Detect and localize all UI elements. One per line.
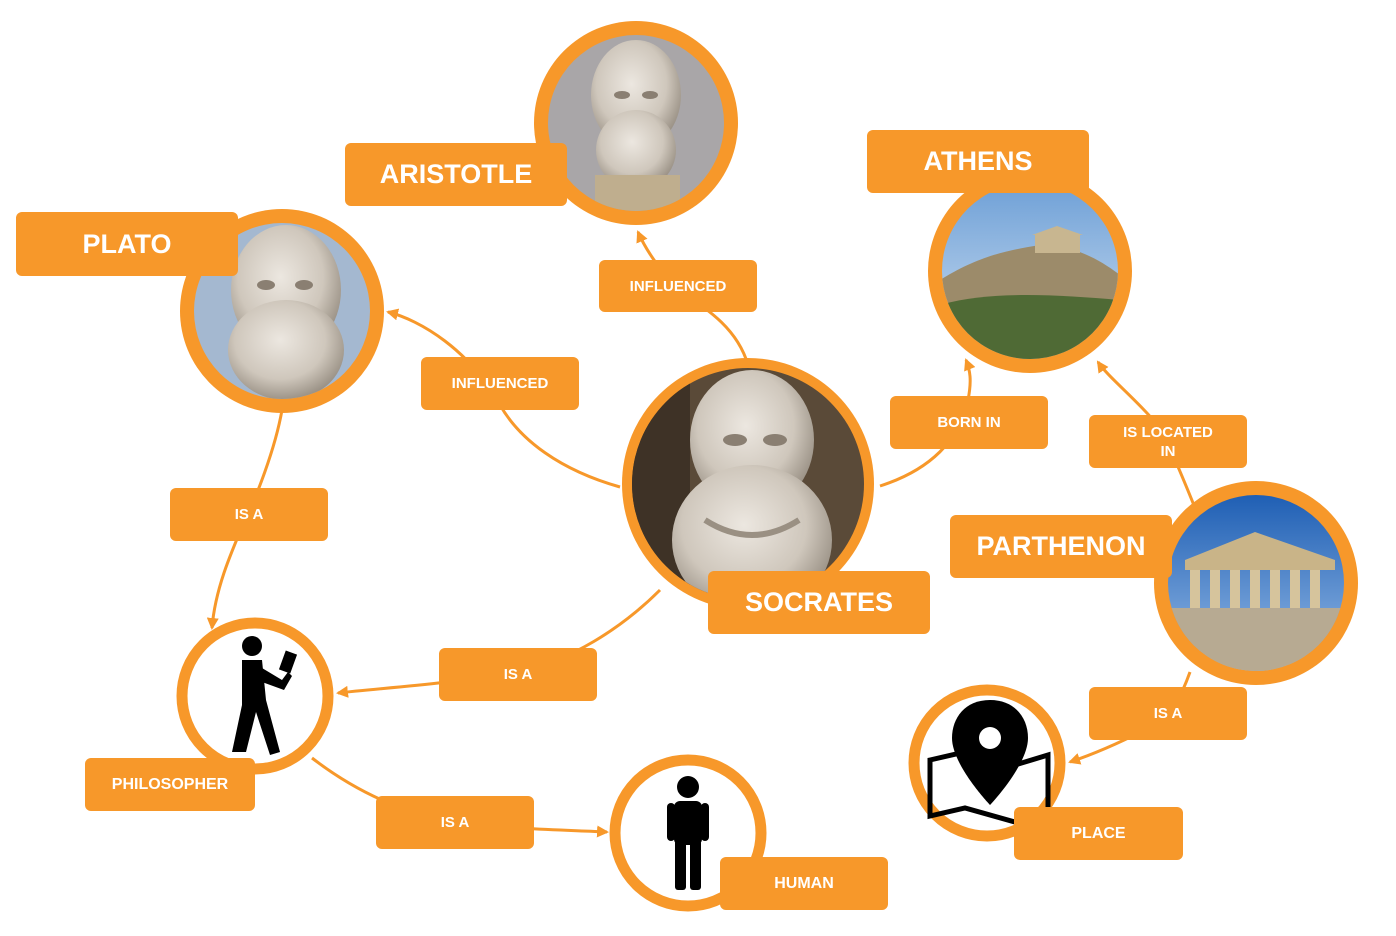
athens-node[interactable] (928, 169, 1132, 373)
edge-label-socrates-plato: INFLUENCED (421, 357, 579, 410)
philosopher-label[interactable]: PHILOSOPHER (85, 758, 255, 811)
place-label[interactable]: PLACE (1014, 807, 1183, 860)
aristotle-node[interactable] (534, 21, 740, 225)
edge-label-parthenon-place: IS A (1089, 687, 1247, 740)
parthenon-image (1168, 495, 1344, 671)
edge-label-plato-philosopher: IS A (170, 488, 328, 541)
parthenon-label[interactable]: PARTHENON (950, 515, 1172, 578)
socrates-label[interactable]: SOCRATES (708, 571, 930, 634)
aristotle-bust-image (548, 35, 724, 211)
philosopher-node[interactable] (176, 617, 334, 775)
place-node[interactable] (908, 684, 1066, 842)
parthenon-node[interactable] (1154, 481, 1358, 688)
edge-label-socrates-aristotle: INFLUENCED (599, 260, 757, 312)
human-label[interactable]: HUMAN (720, 857, 888, 910)
standing-person-icon (667, 776, 709, 890)
edge-label-parthenon-athens: IS LOCATED IN (1089, 415, 1247, 468)
edge-label-socrates-athens: BORN IN (890, 396, 1048, 449)
walking-reading-person-icon (232, 636, 298, 755)
athens-label[interactable]: ATHENS (867, 130, 1089, 193)
edge-label-philosopher-human: IS A (376, 796, 534, 849)
aristotle-label[interactable]: ARISTOTLE (345, 143, 567, 206)
edge-label-socrates-philosopher: IS A (439, 648, 597, 701)
plato-label[interactable]: PLATO (16, 212, 238, 276)
athens-acropolis-image (942, 183, 1118, 359)
